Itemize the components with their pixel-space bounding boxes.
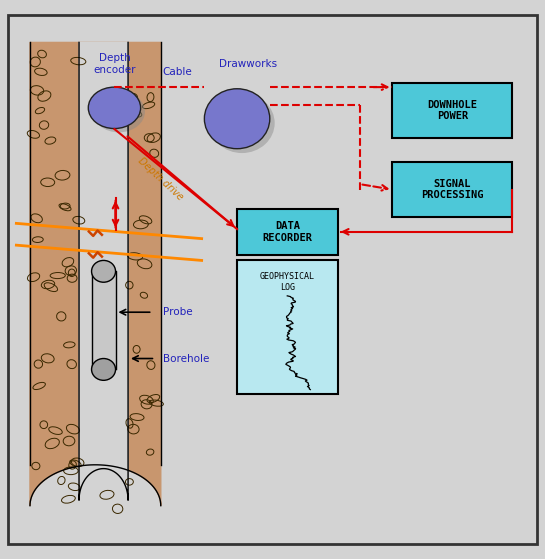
Ellipse shape [88,87,141,129]
Text: Depth drive: Depth drive [136,155,185,202]
Bar [237,209,338,255]
Ellipse shape [92,358,116,380]
Text: GEOPHYSICAL
LOG: GEOPHYSICAL LOG [260,272,315,292]
Text: Cable: Cable [162,68,192,77]
Polygon shape [92,271,116,369]
Text: DATA
RECORDER: DATA RECORDER [263,221,312,243]
Text: SIGNAL
PROCESSING: SIGNAL PROCESSING [421,179,483,200]
Bar [392,83,512,138]
Polygon shape [79,42,128,500]
Polygon shape [30,42,161,506]
Text: Drawworks: Drawworks [219,59,277,69]
Text: DOWNHOLE
POWER: DOWNHOLE POWER [427,100,477,121]
Ellipse shape [209,93,275,153]
Bar [237,260,338,394]
Ellipse shape [92,260,116,282]
Ellipse shape [93,91,145,132]
Text: Borehole: Borehole [164,353,210,363]
Bar [392,162,512,217]
Text: Probe: Probe [164,307,193,317]
Ellipse shape [204,89,270,149]
Text: Depth
encoder: Depth encoder [93,54,136,75]
